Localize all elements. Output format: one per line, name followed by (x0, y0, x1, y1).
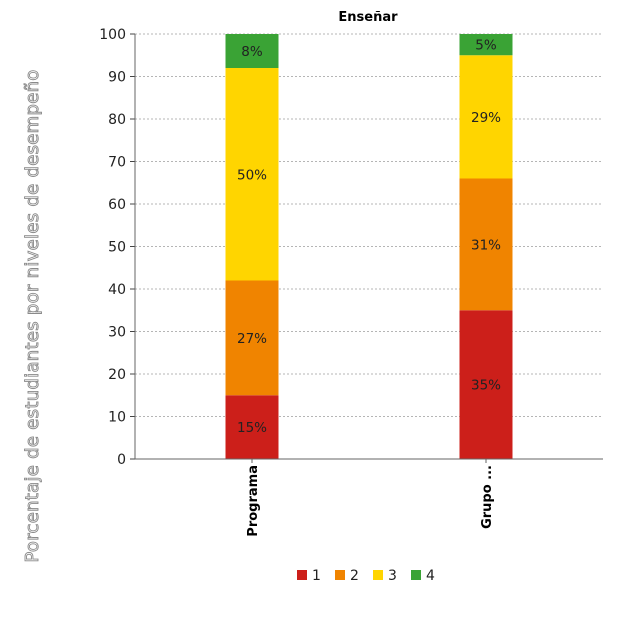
y-tick-label: 30 (108, 325, 126, 341)
bar-segment (459, 178, 513, 311)
y-tick-label: 60 (108, 197, 126, 213)
legend-swatch (373, 570, 383, 580)
bar-segment (459, 34, 513, 56)
bar-segment (225, 68, 279, 281)
y-tick-label: 20 (108, 367, 126, 383)
y-tick-label: 70 (108, 155, 126, 171)
data-label: 35% (471, 378, 501, 394)
x-tick-label: Grupo ... (480, 465, 495, 529)
bar-segment (225, 395, 279, 459)
data-label: 29% (471, 110, 501, 126)
chart-title: Enseñar (338, 10, 398, 25)
legend-label: 1 (312, 568, 321, 584)
y-tick-label: 10 (108, 410, 126, 426)
axes: 0 10 20 30 40 50 60 70 80 90 100 Programa Grupo ... (99, 27, 603, 537)
data-label: 31% (471, 237, 501, 253)
bar-segment (225, 280, 279, 396)
legend-label: 4 (426, 568, 435, 584)
gridlines (135, 33, 603, 417)
y-axis-label: Porcentaje de estudiantes por niveles de… (22, 69, 43, 562)
bar-segment (459, 55, 513, 179)
legend-label: 2 (350, 568, 359, 584)
y-tick-label: 100 (99, 27, 126, 43)
x-tick-label: Programa (246, 465, 261, 537)
legend: 1 2 3 4 (297, 568, 435, 584)
legend-swatch (297, 570, 307, 580)
y-tick-label: 90 (108, 70, 126, 86)
y-tick-label: 40 (108, 282, 126, 298)
y-tick-label: 50 (108, 240, 126, 256)
bars: 15% 27% 50% 8% 35% 31% 29% 5% (225, 34, 513, 459)
y-tick-label: 0 (117, 452, 126, 468)
data-label: 50% (237, 167, 267, 183)
bar-segment (459, 310, 513, 459)
y-tick-label: 80 (108, 112, 126, 128)
data-label: 8% (241, 44, 263, 60)
bar-segment (225, 34, 279, 68)
data-label: 27% (237, 331, 267, 347)
legend-swatch (411, 570, 421, 580)
data-label: 5% (475, 38, 497, 54)
legend-label: 3 (388, 568, 397, 584)
legend-swatch (335, 570, 345, 580)
data-label: 15% (237, 420, 267, 436)
